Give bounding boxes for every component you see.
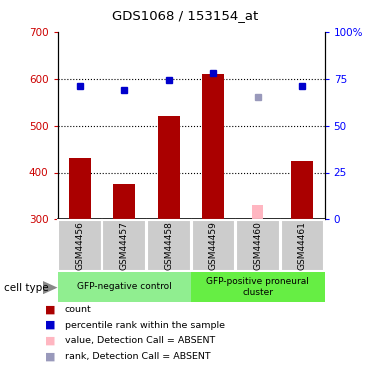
Bar (58, 272, 191, 302)
Bar (58, 220, 102, 271)
Text: value, Detection Call = ABSENT: value, Detection Call = ABSENT (65, 336, 215, 345)
Bar (191, 220, 235, 271)
Text: count: count (65, 305, 92, 314)
Text: GSM44458: GSM44458 (164, 221, 173, 270)
Text: GSM44456: GSM44456 (75, 221, 84, 270)
Text: cell type: cell type (4, 283, 48, 292)
Polygon shape (43, 281, 58, 294)
Bar (102, 220, 146, 271)
Text: ■: ■ (45, 336, 55, 346)
Text: GSM44461: GSM44461 (298, 221, 307, 270)
Bar (202, 74, 224, 219)
Text: ■: ■ (45, 320, 55, 330)
Bar (147, 220, 191, 271)
Text: GSM44459: GSM44459 (209, 221, 218, 270)
Bar (291, 161, 313, 219)
Text: rank, Detection Call = ABSENT: rank, Detection Call = ABSENT (65, 352, 211, 361)
Text: GSM44457: GSM44457 (120, 221, 129, 270)
Bar (252, 206, 263, 219)
Bar (236, 220, 280, 271)
Text: percentile rank within the sample: percentile rank within the sample (65, 321, 225, 330)
Text: ■: ■ (45, 304, 55, 314)
Text: GFP-negative control: GFP-negative control (77, 282, 172, 291)
Bar (113, 184, 135, 219)
Text: GFP-positive proneural
cluster: GFP-positive proneural cluster (206, 277, 309, 297)
Text: GSM44460: GSM44460 (253, 221, 262, 270)
Bar (158, 116, 180, 219)
Bar (280, 220, 324, 271)
Text: GDS1068 / 153154_at: GDS1068 / 153154_at (112, 9, 259, 22)
Text: ■: ■ (45, 352, 55, 362)
Bar (69, 158, 91, 219)
Bar (191, 272, 325, 302)
